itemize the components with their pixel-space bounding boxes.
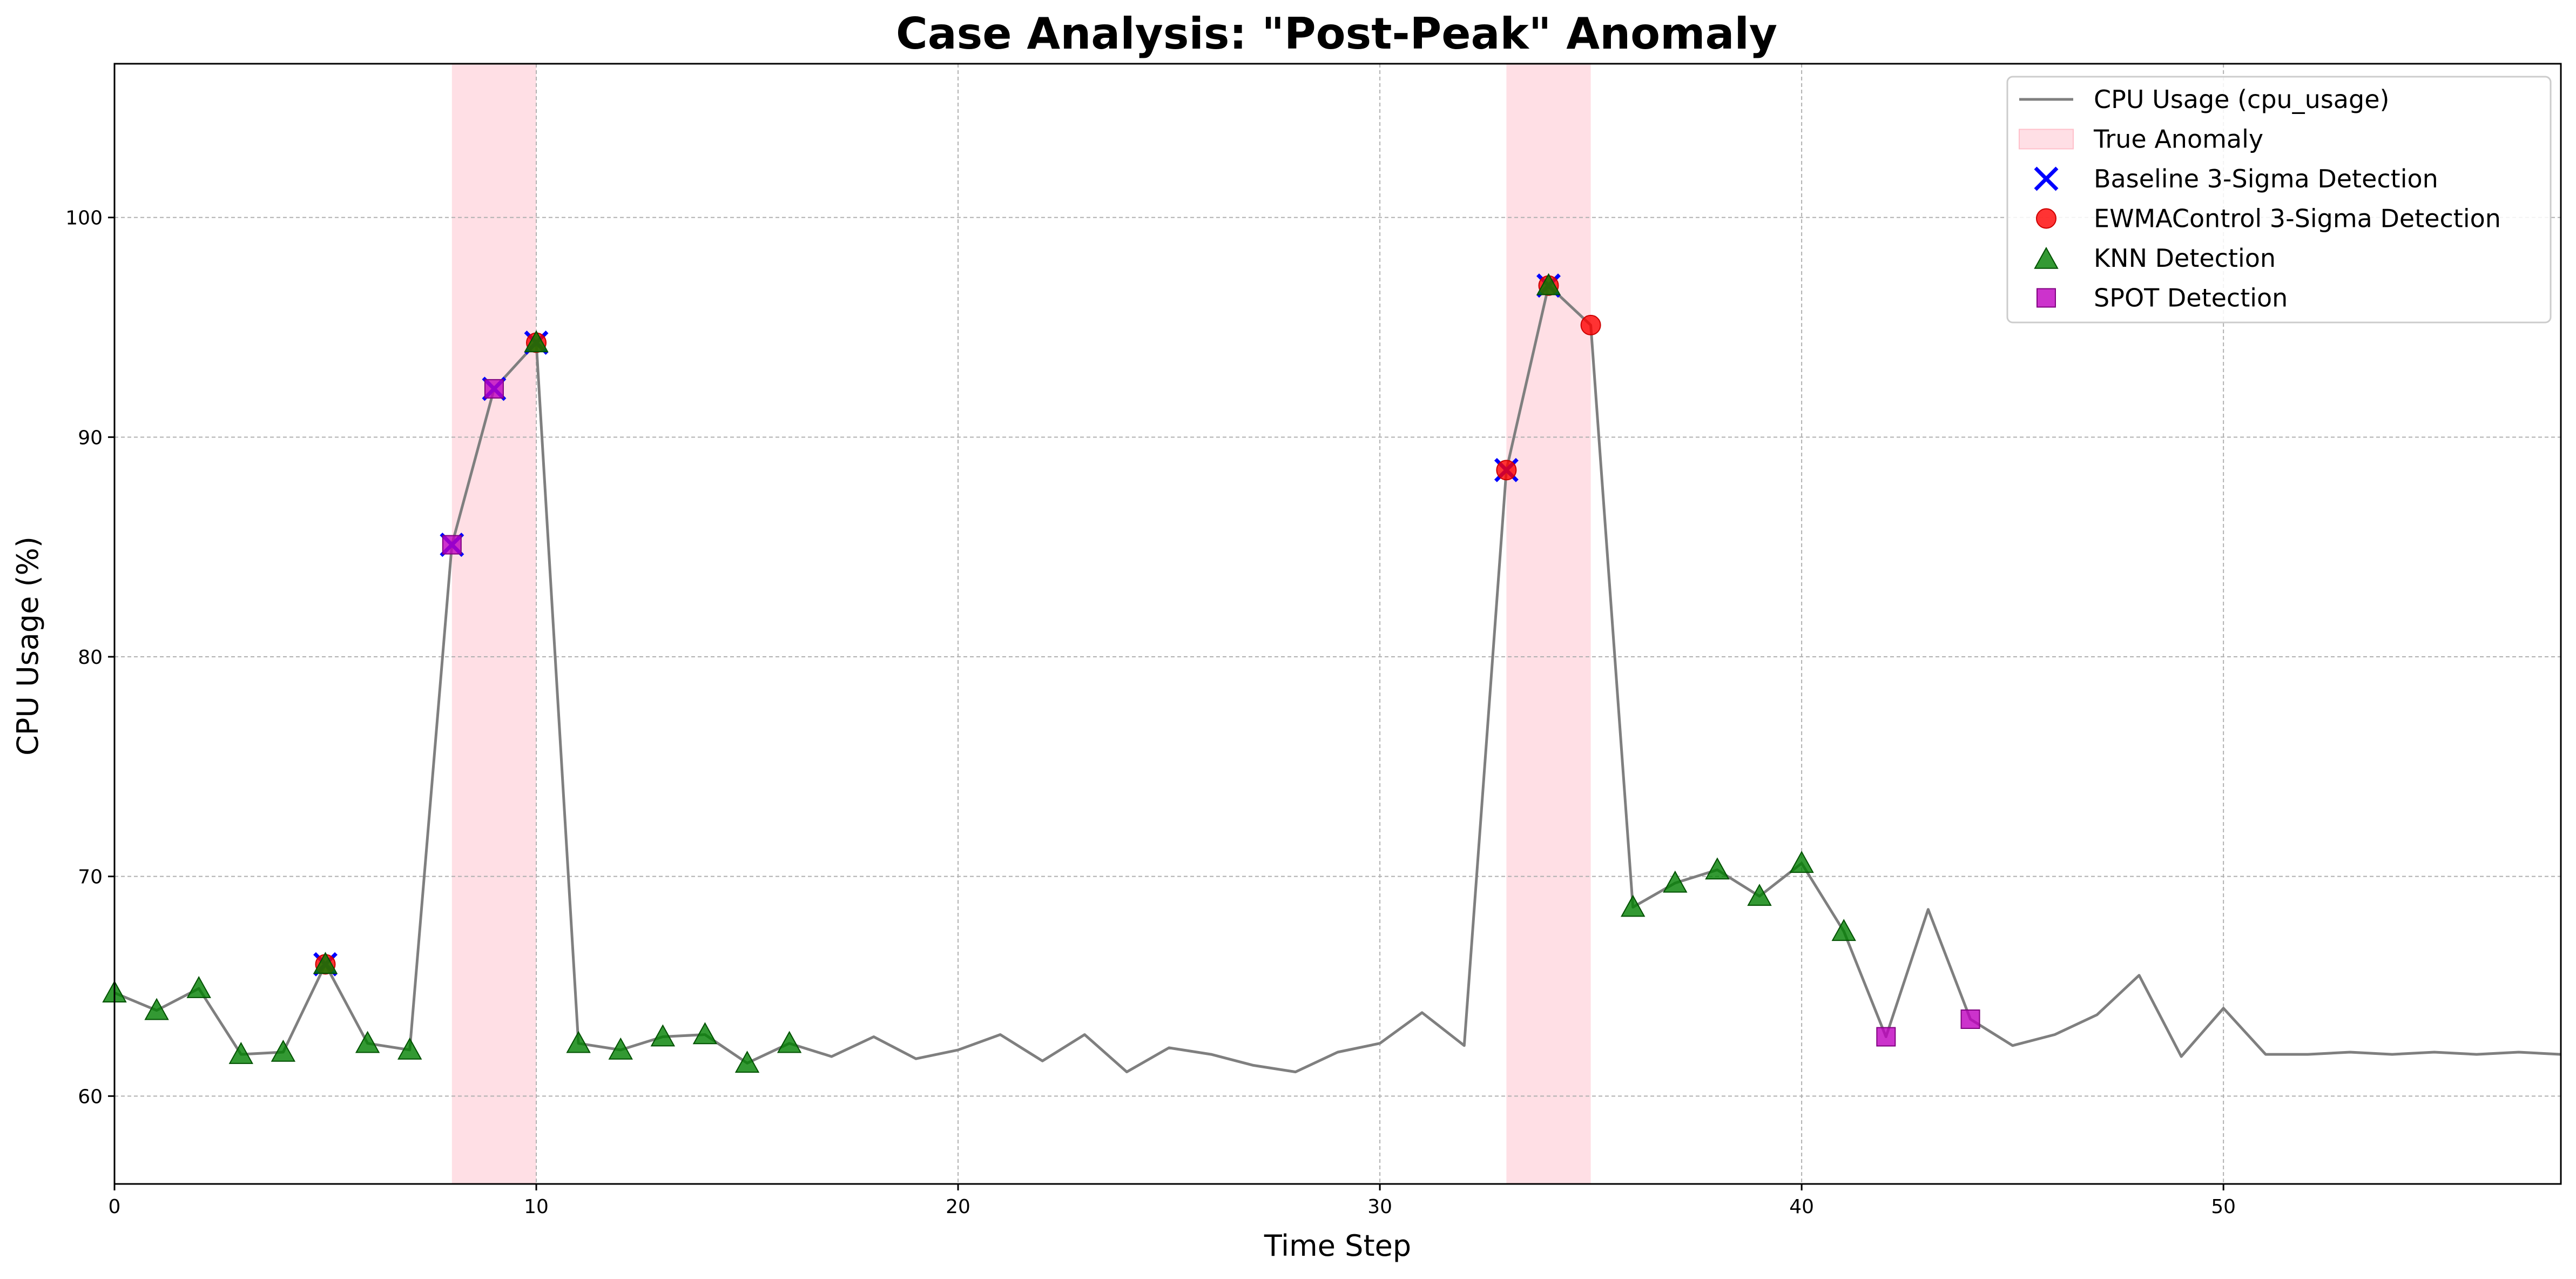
knn-detection-marker	[313, 952, 338, 974]
y-axis-title: CPU Usage (%)	[11, 536, 45, 756]
y-tick-label: 70	[78, 866, 103, 888]
knn-detection-marker	[397, 1037, 422, 1060]
anomaly-band	[451, 64, 537, 1184]
anomaly-band	[1506, 64, 1591, 1184]
spot-detection-marker	[442, 535, 462, 555]
knn-detection-marker	[777, 1031, 802, 1053]
chart-title: Case Analysis: "Post-Peak" Anomaly	[896, 9, 1777, 59]
legend-ewma-swatch	[2036, 208, 2056, 229]
knn-detection-marker	[1747, 884, 1772, 906]
legend-label: KNN Detection	[2094, 244, 2276, 273]
x-tick-label: 20	[946, 1196, 970, 1218]
knn-detection-marker	[1789, 851, 1814, 873]
legend-label: CPU Usage (cpu_usage)	[2094, 85, 2389, 114]
knn-detection-marker	[650, 1024, 676, 1047]
knn-detection-marker	[524, 330, 549, 353]
x-tick-label: 10	[524, 1196, 549, 1218]
legend-baseline-swatch-stroke	[2034, 166, 2059, 191]
y-tick-label: 90	[78, 427, 103, 449]
knn-detection-marker	[1831, 919, 1856, 941]
knn-detection-marker	[228, 1042, 254, 1064]
knn-detection-marker	[608, 1037, 633, 1060]
detection-markers	[102, 273, 1980, 1073]
y-tick-label: 80	[78, 647, 103, 669]
knn-detection-marker	[566, 1031, 591, 1053]
ewma-detection-marker	[1580, 314, 1601, 335]
legend-spot-swatch	[2036, 288, 2056, 308]
knn-detection-marker	[1705, 857, 1730, 880]
spot-detection-marker	[484, 379, 504, 399]
x-tick-label: 40	[1789, 1196, 1814, 1218]
legend-knn-swatch	[2034, 246, 2059, 269]
legend-band-swatch	[2019, 129, 2074, 150]
legend-label: Baseline 3-Sigma Detection	[2094, 164, 2438, 193]
knn-detection-marker	[271, 1039, 296, 1062]
y-tick-label: 60	[78, 1086, 103, 1108]
x-tick-label: 30	[1367, 1196, 1392, 1218]
legend-box	[2006, 76, 2552, 324]
knn-detection-marker	[186, 976, 211, 998]
line-series	[114, 284, 2561, 1074]
axes-frame	[113, 63, 2562, 1185]
knn-detection-marker	[1663, 870, 1688, 893]
knn-detection-marker	[692, 1022, 718, 1045]
legend-label: EWMAControl 3-Sigma Detection	[2094, 204, 2501, 233]
legend-baseline-swatch	[2034, 166, 2059, 191]
legend-label: True Anomaly	[2093, 125, 2263, 154]
knn-detection-marker	[144, 998, 169, 1020]
x-tick-label: 50	[2211, 1196, 2236, 1218]
spot-detection-marker	[1876, 1027, 1896, 1047]
anomaly-bands	[451, 64, 1591, 1184]
tick-labels: 0 10 20 30 40 50 60 70 80 90 100	[65, 207, 2236, 1218]
x-axis-title: Time Step	[1264, 1229, 1411, 1263]
legend: CPU Usage (cpu_usage) True Anomaly Baselin…	[2006, 76, 2552, 324]
knn-detection-marker	[1621, 894, 1646, 917]
y-tick-label: 100	[65, 207, 103, 230]
knn-detection-marker	[1536, 273, 1561, 295]
knn-detection-marker	[734, 1051, 760, 1073]
x-tick-label: 0	[109, 1196, 121, 1218]
spot-detection-marker	[1960, 1009, 1980, 1029]
plot-frame	[113, 63, 2562, 1185]
ewma-detection-marker	[1496, 460, 1517, 481]
knn-detection-marker	[355, 1031, 380, 1053]
cpu-usage-line	[114, 284, 2561, 1074]
legend-label: SPOT Detection	[2094, 284, 2288, 313]
